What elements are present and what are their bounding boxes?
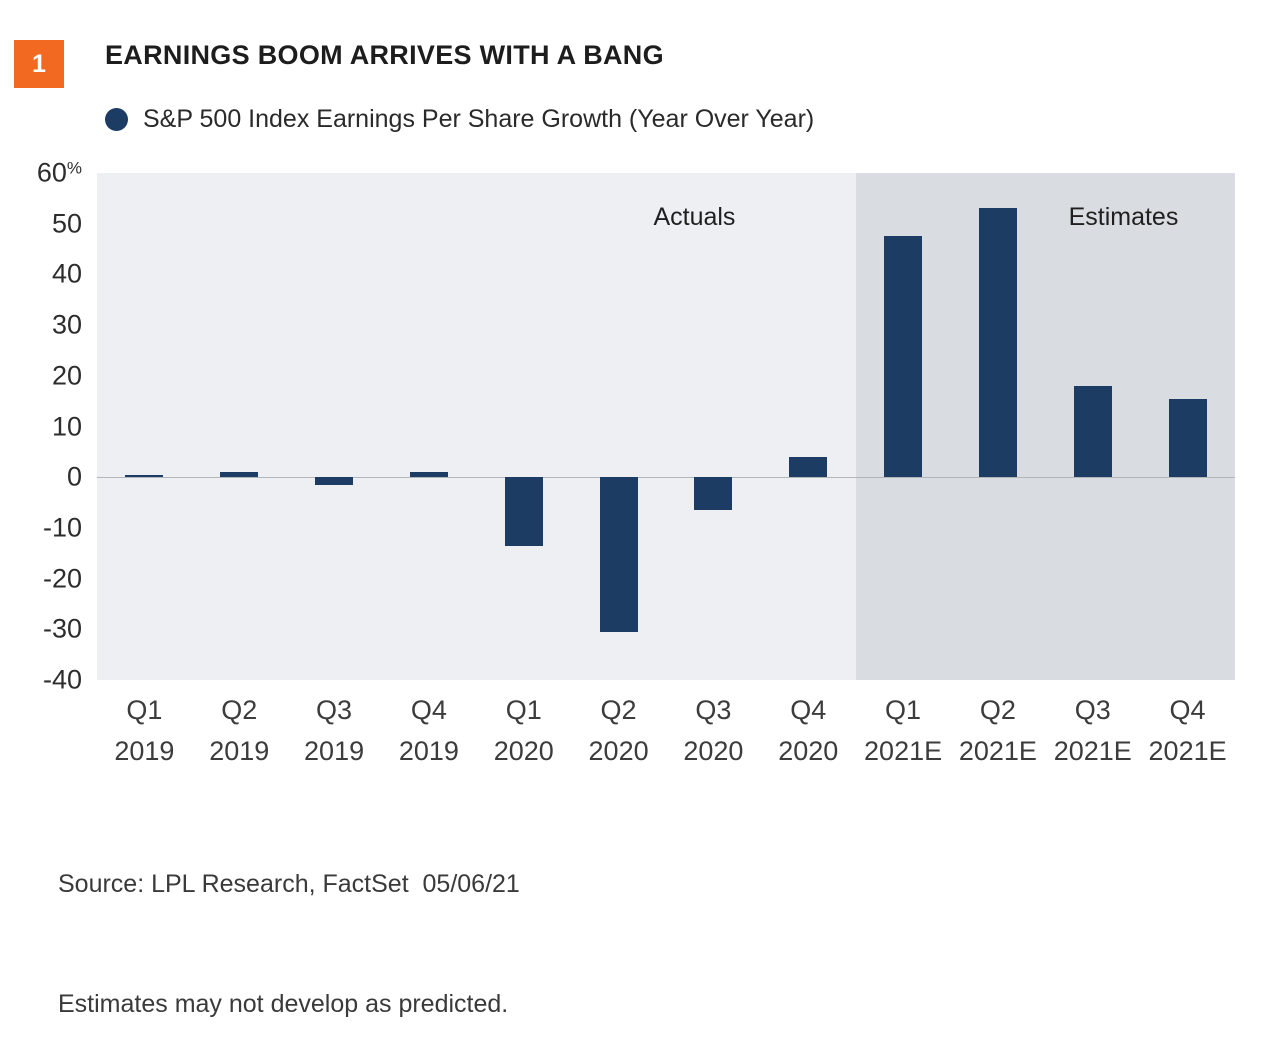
y-axis-tick-label: 30: [51, 309, 82, 340]
x-axis-quarter: Q3: [695, 695, 732, 725]
x-axis-label-q3-2019: Q3 2019: [304, 690, 364, 772]
x-axis-label-q2-2019: Q2 2019: [209, 690, 269, 772]
x-axis-year: 2020: [683, 736, 744, 766]
x-axis-quarter: Q4: [1169, 695, 1206, 725]
x-axis-label-q2-2021e: Q2 2021E: [959, 690, 1037, 772]
figure-number-badge: 1: [14, 40, 64, 88]
chart-plot-area: 60% 50 40 30 20 10 0 -10 -20 -30 -40 Actuals Estim…: [37, 159, 1235, 693]
x-axis-label-q3-2021e: Q3 2021E: [1054, 690, 1132, 772]
y-axis-tick-label: 10: [51, 411, 82, 441]
bar-q1-2020: [504, 477, 543, 546]
x-axis-labels: Q1 2019 Q2 2019 Q3 2019 Q4 2019 Q1 2020 Q2 2020 Q3 20…: [97, 690, 1235, 770]
x-axis-quarter: Q2: [221, 695, 258, 725]
x-axis-year: 2019: [209, 736, 270, 766]
x-axis-label-q1-2021e: Q1 2021E: [864, 690, 942, 772]
y-axis-tick-label: -20: [42, 563, 82, 594]
y-axis-tick-label: -30: [42, 613, 82, 644]
x-axis-quarter: Q1: [126, 695, 163, 725]
x-axis-quarter: Q4: [790, 695, 827, 725]
bar-q1-2021e: [884, 236, 923, 478]
bar-q3-2021e: [1073, 385, 1112, 478]
disclaimer-text: Estimates may not develop as predicted.: [58, 990, 509, 1018]
bar-q2-2019: [220, 472, 259, 478]
bar-q3-2020: [694, 477, 733, 511]
figure-number: 1: [32, 49, 46, 78]
x-axis-quarter: Q3: [1074, 695, 1111, 725]
y-axis-tick-label: 20: [51, 360, 82, 391]
x-axis-quarter: Q4: [410, 695, 447, 725]
bar-q4-2021e: [1168, 398, 1207, 478]
y-axis-tick-label: 0: [66, 461, 82, 492]
x-axis-label-q4-2021e: Q4 2021E: [1149, 690, 1227, 772]
x-axis-label-q3-2020: Q3 2020: [683, 690, 743, 772]
y-axis-tick-label: -10: [42, 512, 82, 543]
x-axis-quarter: Q2: [979, 695, 1016, 725]
x-axis-year: 2021E: [958, 736, 1037, 766]
x-axis-year: 2021E: [1053, 736, 1132, 766]
bar-q2-2021e: [978, 208, 1017, 478]
x-axis-year: 2021E: [864, 736, 943, 766]
y-axis-tick-label: -40: [42, 664, 82, 695]
legend-label: S&P 500 Index Earnings Per Share Growth …: [143, 105, 815, 133]
x-axis-year: 2020: [778, 736, 839, 766]
x-axis-year: 2019: [398, 736, 459, 766]
estimates-region-label: Estimates: [1068, 203, 1179, 231]
source-text: Source: LPL Research, FactSet 05/06/21: [58, 870, 520, 898]
x-axis-quarter: Q1: [885, 695, 922, 725]
y-axis-unit-label: %: [66, 158, 82, 178]
x-axis-year: 2019: [114, 736, 175, 766]
zero-axis-line: [97, 477, 1235, 479]
x-axis-label-q2-2020: Q2 2020: [589, 690, 649, 772]
x-axis-label-q4-2019: Q4 2019: [399, 690, 459, 772]
bar-q2-2020: [599, 477, 638, 632]
bar-q1-2019: [125, 474, 164, 478]
y-axis-tick-label: 40: [51, 258, 82, 289]
chart-title: EARNINGS BOOM ARRIVES WITH A BANG: [105, 40, 664, 70]
x-axis-label-q4-2020: Q4 2020: [778, 690, 838, 772]
x-axis-quarter: Q1: [505, 695, 542, 725]
x-axis-label-q1-2020: Q1 2020: [494, 690, 554, 772]
legend-marker-icon: [105, 108, 128, 131]
x-axis-quarter: Q2: [600, 695, 637, 725]
bar-q4-2019: [409, 472, 448, 478]
x-axis-label-q1-2019: Q1 2019: [114, 690, 174, 772]
y-axis-tick-label: 60%: [36, 157, 82, 188]
x-axis-year: 2020: [493, 736, 554, 766]
x-axis-year: 2020: [588, 736, 649, 766]
x-axis-year: 2021E: [1148, 736, 1227, 766]
x-axis-quarter: Q3: [316, 695, 353, 725]
bar-q3-2019: [315, 477, 354, 485]
footer-note: Source: LPL Research, FactSet 05/06/21 E…: [58, 784, 520, 1064]
legend: S&P 500 Index Earnings Per Share Growth …: [105, 105, 814, 134]
bar-q4-2020: [789, 456, 828, 478]
actuals-region-label: Actuals: [653, 203, 736, 231]
y-axis-tick-label: 50: [51, 208, 82, 239]
x-axis-year: 2019: [304, 736, 365, 766]
actuals-region-background: [97, 173, 856, 680]
